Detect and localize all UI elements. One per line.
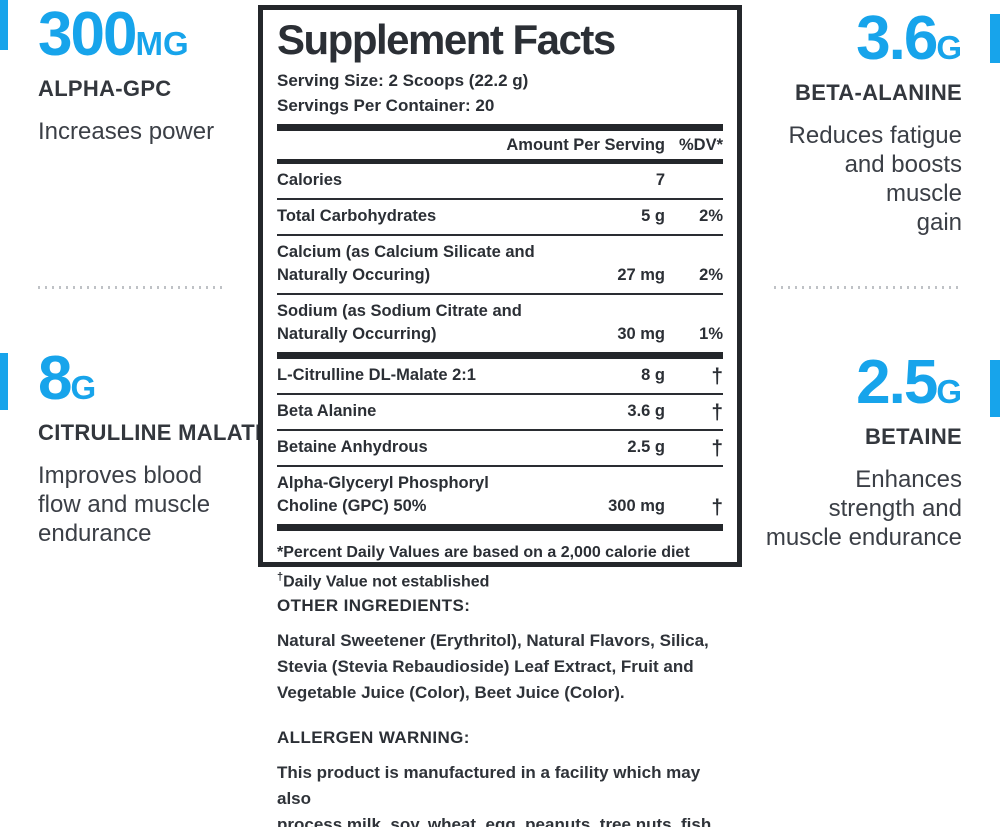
allergen-warning-section: ALLERGEN WARNING: This product is manufa… bbox=[277, 728, 727, 827]
accent-bar-right-middle bbox=[990, 360, 1000, 417]
callout-alpha-gpc: 300MG ALPHA-GPC Increases power bbox=[38, 4, 243, 146]
other-ingredients-body: Natural Sweetener (Erythritol), Natural … bbox=[277, 631, 709, 702]
alpha-gpc-name: ALPHA-GPC bbox=[38, 76, 172, 101]
table-row: Alpha-Glyceryl Phosphoryl Choline (GPC) … bbox=[277, 467, 723, 532]
nutrient-amount: 27 mg bbox=[617, 266, 665, 285]
callout-citrulline-malate: 8G CITRULLINE MALATE Improves blood flow… bbox=[38, 344, 270, 548]
nutrient-name: Calcium (as Calcium Silicate and Natural… bbox=[277, 243, 535, 285]
nutrient-amount: 7 bbox=[655, 171, 665, 190]
betaine-unit: G bbox=[936, 373, 962, 410]
nutrient-amount: 300 mg bbox=[608, 497, 665, 516]
nutrient-name: Total Carbohydrates bbox=[277, 207, 437, 226]
table-row: Total Carbohydrates 5 g 2% bbox=[277, 200, 723, 237]
footnotes: *Percent Daily Values are based on a 2,0… bbox=[277, 540, 723, 594]
betaine-amount: 2.5G bbox=[856, 348, 962, 417]
nutrient-name: Betaine Anhydrous bbox=[277, 438, 428, 457]
table-row: Calcium (as Calcium Silicate and Natural… bbox=[277, 236, 723, 296]
thick-divider bbox=[277, 124, 723, 132]
nutrient-name: Calories bbox=[277, 171, 343, 190]
callout-betaine: 2.5G BETAINE Enhances strength and muscl… bbox=[747, 352, 962, 552]
dotted-divider-right bbox=[774, 286, 962, 289]
footnote-line: *Percent Daily Values are based on a 2,0… bbox=[277, 544, 690, 562]
supplement-facts-panel: Supplement Facts Serving Size: 2 Scoops … bbox=[258, 5, 742, 591]
table-row: Beta Alanine 3.6 g † bbox=[277, 395, 723, 432]
betaine-name: BETAINE bbox=[864, 424, 962, 449]
nutrient-name: Alpha-Glyceryl Phosphoryl Choline (GPC) … bbox=[277, 474, 489, 516]
nutrition-table: Calories 7 Total Carbohydrates 5 g 2% Calcium… bbox=[277, 164, 723, 532]
other-ingredients-section: OTHER INGREDIENTS: Natural Sweetener (Er… bbox=[277, 596, 727, 706]
alpha-gpc-description: Increases power bbox=[38, 118, 215, 145]
citrulline-amount: 8G bbox=[38, 344, 97, 413]
footnote-line: †Daily Value not established bbox=[277, 571, 490, 591]
other-ingredients-heading: OTHER INGREDIENTS: bbox=[277, 596, 471, 615]
table-header-row: Amount Per Serving %DV* bbox=[277, 131, 723, 165]
nutrient-dv: † bbox=[711, 437, 723, 461]
table-row: L-Citrulline DL-Malate 2:1 8 g † bbox=[277, 359, 723, 396]
citrulline-description: Improves blood flow and muscle endurance bbox=[38, 462, 211, 547]
beta-alanine-description: Reduces fatigue and boosts muscle gain bbox=[788, 122, 962, 236]
nutrient-dv: † bbox=[711, 365, 723, 389]
betaine-description: Enhances strength and muscle endurance bbox=[765, 466, 962, 551]
allergen-warning-body: This product is manufactured in a facili… bbox=[277, 763, 712, 827]
nutrient-amount: 30 mg bbox=[617, 325, 665, 344]
beta-alanine-unit: G bbox=[936, 29, 962, 66]
alpha-gpc-amount: 300MG bbox=[38, 0, 189, 69]
citrulline-unit: G bbox=[70, 369, 97, 406]
beta-alanine-amount: 3.6G bbox=[856, 4, 962, 73]
table-row: Betaine Anhydrous 2.5 g † bbox=[277, 431, 723, 468]
nutrient-dv: 2% bbox=[699, 207, 723, 226]
nutrient-name: L-Citrulline DL-Malate 2:1 bbox=[277, 366, 476, 385]
servings-per-container: Servings Per Container: 20 bbox=[277, 96, 495, 116]
nutrient-dv: 2% bbox=[699, 266, 723, 285]
callout-beta-alanine: 3.6G BETA-ALANINE Reduces fatigue and bo… bbox=[762, 8, 962, 237]
nutrient-amount: 5 g bbox=[641, 207, 665, 226]
table-row: Sodium (as Sodium Citrate and Naturally … bbox=[277, 295, 723, 360]
nutrient-dv: 1% bbox=[699, 325, 723, 344]
panel-title: Supplement Facts bbox=[277, 16, 616, 63]
alpha-gpc-unit: MG bbox=[135, 25, 189, 62]
nutrient-amount: 2.5 g bbox=[627, 438, 665, 457]
nutrient-name: Sodium (as Sodium Citrate and Naturally … bbox=[277, 302, 522, 344]
table-row: Calories 7 bbox=[277, 164, 723, 201]
citrulline-name: CITRULLINE MALATE bbox=[38, 420, 270, 445]
nutrient-dv: † bbox=[711, 401, 723, 425]
accent-bar-left-top bbox=[0, 0, 8, 50]
accent-bar-right-top bbox=[990, 14, 1000, 63]
column-header-amount: Amount Per Serving bbox=[506, 135, 665, 154]
accent-bar-left-middle bbox=[0, 353, 8, 410]
allergen-warning-heading: ALLERGEN WARNING: bbox=[277, 728, 470, 747]
dotted-divider-left bbox=[38, 286, 226, 289]
nutrient-dv: † bbox=[711, 496, 723, 520]
serving-size: Serving Size: 2 Scoops (22.2 g) bbox=[277, 71, 529, 91]
nutrient-amount: 8 g bbox=[641, 366, 665, 385]
column-header-dv: %DV* bbox=[678, 135, 723, 154]
beta-alanine-name: BETA-ALANINE bbox=[795, 80, 962, 105]
nutrient-amount: 3.6 g bbox=[627, 402, 665, 421]
nutrient-name: Beta Alanine bbox=[277, 402, 377, 421]
